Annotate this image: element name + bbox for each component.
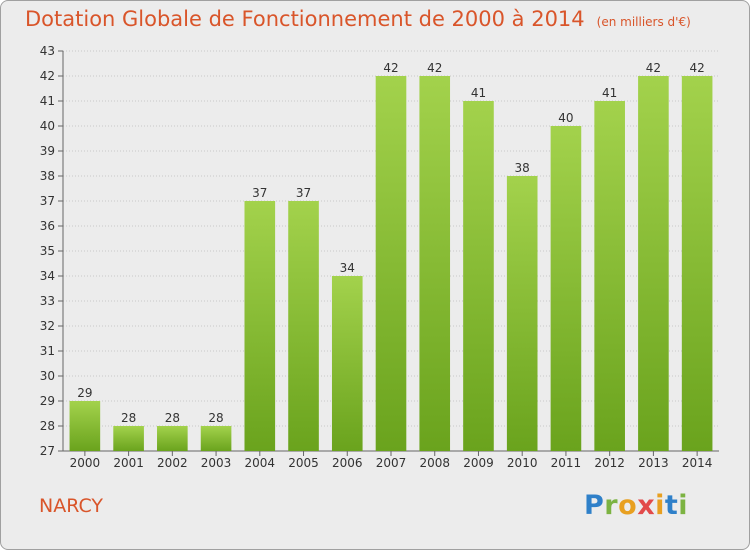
y-tick-label: 36 (40, 219, 55, 233)
bar-2005 (288, 201, 319, 451)
y-tick-label: 31 (40, 344, 55, 358)
bar-2010 (506, 176, 538, 451)
town-name: NARCY (39, 495, 104, 517)
data-label-2012: 41 (602, 86, 617, 100)
y-tick-label: 37 (40, 194, 55, 208)
y-tick-label: 38 (40, 169, 55, 183)
y-tick-label: 30 (40, 369, 55, 383)
y-tick-label: 43 (40, 44, 55, 58)
x-tick-label-2013: 2013 (638, 456, 669, 470)
bar-2013 (638, 76, 669, 451)
bars (69, 76, 713, 451)
x-tick-label-2008: 2008 (419, 456, 450, 470)
bar-2003 (200, 426, 232, 451)
y-tick-label: 28 (40, 419, 55, 433)
x-tick-label-2002: 2002 (157, 456, 188, 470)
bar-2001 (113, 426, 144, 451)
x-tick-label-2005: 2005 (288, 456, 319, 470)
x-tick-label-2010: 2010 (507, 456, 538, 470)
y-tick-label: 39 (40, 144, 55, 158)
data-label-2010: 38 (515, 161, 530, 175)
y-tick-label: 33 (40, 294, 55, 308)
y-tick-label: 40 (40, 119, 55, 133)
data-label-2000: 29 (77, 386, 92, 400)
y-tick-label: 35 (40, 244, 55, 258)
x-tick-label-2003: 2003 (201, 456, 232, 470)
bar-2002 (157, 426, 188, 451)
data-label-2013: 42 (646, 61, 661, 75)
bar-2012 (594, 101, 625, 451)
bar-2006 (331, 276, 363, 451)
x-tick-label-2014: 2014 (682, 456, 713, 470)
data-label-2002: 28 (165, 411, 180, 425)
y-tick-label: 27 (40, 444, 55, 458)
data-label-2008: 42 (427, 61, 442, 75)
bar-2004 (244, 201, 276, 451)
bar-2007 (375, 76, 407, 451)
bar-2009 (463, 101, 494, 451)
x-tick-label-2004: 2004 (245, 456, 276, 470)
bar-2008 (419, 76, 451, 451)
y-tick-label: 29 (40, 394, 55, 408)
chart-title: Dotation Globale de Fonctionnement de 20… (25, 7, 691, 31)
x-tick-label-2012: 2012 (594, 456, 625, 470)
proxiti-logo: Proxiti (584, 490, 689, 521)
bar-2000 (69, 401, 101, 451)
bar-2014 (681, 76, 713, 451)
x-tick-label-2009: 2009 (463, 456, 494, 470)
data-labels: 29 28 28 28 37 37 34 42 42 41 38 40 41 42 42 (77, 61, 705, 425)
y-tick-label: 34 (40, 269, 55, 283)
chart-unit: (en milliers d'€) (596, 15, 691, 29)
data-label-2011: 40 (558, 111, 573, 125)
data-label-2009: 41 (471, 86, 486, 100)
x-tick-label-2000: 2000 (70, 456, 101, 470)
y-tick-label: 42 (40, 69, 55, 83)
x-axis-ticks: 2000 2001 2002 2003 2004 2005 2006 2007 2008 2009… (70, 451, 713, 470)
data-label-2014: 42 (689, 61, 704, 75)
x-tick-label-2011: 2011 (551, 456, 582, 470)
y-tick-label: 41 (40, 94, 55, 108)
data-label-2004: 37 (252, 186, 267, 200)
data-label-2006: 34 (340, 261, 355, 275)
data-label-2001: 28 (121, 411, 136, 425)
data-label-2005: 37 (296, 186, 311, 200)
x-tick-label-2007: 2007 (376, 456, 407, 470)
x-tick-label-2001: 2001 (113, 456, 144, 470)
data-label-2007: 42 (383, 61, 398, 75)
y-axis-ticks: 27 28 29 30 31 32 33 34 35 36 37 38 39 40 41 42 43 (40, 44, 719, 458)
data-label-2003: 28 (208, 411, 223, 425)
y-tick-label: 32 (40, 319, 55, 333)
x-tick-label-2006: 2006 (332, 456, 363, 470)
bar-2011 (550, 126, 582, 451)
chart-title-text: Dotation Globale de Fonctionnement de 20… (25, 7, 585, 31)
